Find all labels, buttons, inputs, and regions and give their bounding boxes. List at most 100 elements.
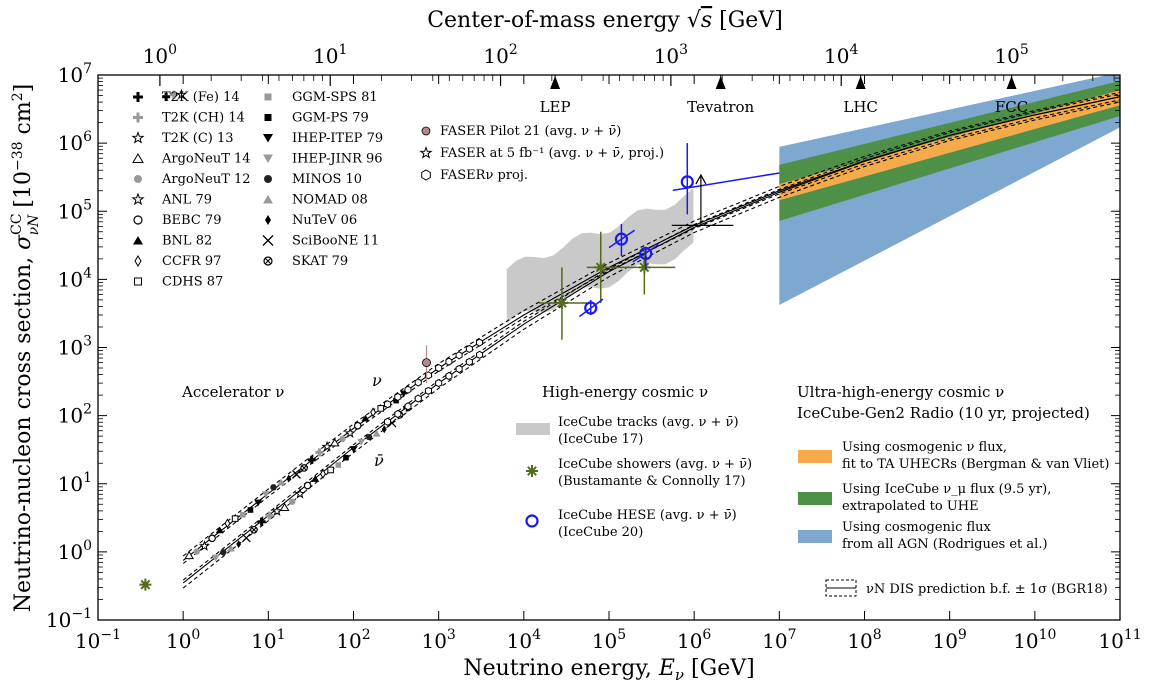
accel-legend-label-5: ANL 79	[161, 193, 212, 208]
marker-shape	[372, 429, 381, 437]
faserv-proj-point	[435, 379, 443, 388]
accelerator-point-nu	[193, 548, 200, 555]
marker-shape	[263, 154, 273, 163]
faser-legend-label-0: FASER Pilot 21 (avg. ν + ν̄)	[440, 124, 621, 139]
accel-legend-label-9: CDHS 87	[162, 275, 223, 290]
y-tick-label-0: 10−1	[46, 606, 92, 632]
accelerator-point-nubar	[303, 481, 312, 490]
ta-uhecr-band	[779, 90, 1120, 201]
x-tick-label-8: 107	[762, 627, 796, 653]
accelerator-point-nu	[329, 438, 340, 447]
marker-shape	[414, 394, 422, 403]
region-label-high-energy: High-energy cosmic ν	[542, 383, 708, 401]
accel-legend-marker-11	[264, 114, 272, 121]
accelerator-point-nubar	[211, 554, 220, 562]
accelerator-point-nubar	[372, 429, 381, 437]
accelerator-point-nu	[286, 474, 292, 483]
marker-shape	[247, 507, 254, 513]
accel-legend-label-13: IHEP-JINR 96	[292, 152, 383, 167]
accelerator-point-nu	[208, 534, 216, 543]
marker-shape	[133, 92, 143, 102]
accelerator-point-nubar	[271, 505, 283, 516]
faserv-proj-point	[455, 351, 463, 360]
marker-shape	[294, 487, 306, 499]
accelerator-point-nu	[224, 518, 231, 529]
accel-legend-label-6: BEBC 79	[162, 213, 221, 228]
uhe-legend-line1-2: Using cosmogenic flux	[842, 520, 992, 535]
accel-legend-label-16: NuTeV 06	[292, 213, 357, 228]
faserv-proj-point	[445, 371, 453, 381]
accel-legend-marker-3	[132, 153, 144, 163]
accel-legend-label-3: ArgoNeuT 14	[161, 152, 251, 167]
marker-shape	[445, 371, 453, 381]
marker-shape	[311, 475, 320, 482]
marker-shape	[139, 578, 152, 591]
uhe-legend-line1-0: Using cosmogenic ν flux,	[842, 440, 1007, 455]
y-tick-label-3: 102	[58, 402, 92, 428]
marker-shape	[169, 90, 178, 99]
marker-shape	[344, 427, 356, 439]
marker-shape	[465, 357, 473, 366]
marker-shape	[321, 440, 333, 452]
he-legend-line2-0: (IceCube 17)	[558, 432, 643, 447]
marker-shape	[357, 438, 366, 446]
faser-legend-marker-2	[421, 169, 431, 181]
icecube-hese-point	[639, 246, 653, 261]
marker-shape	[263, 195, 273, 204]
limit-arrow-head	[695, 173, 707, 185]
faserv-proj-point	[384, 400, 392, 409]
collider-label-tevatron: Tevatron	[687, 98, 754, 116]
marker-shape	[264, 114, 272, 121]
accel-legend-label-1: T2K (CH) 14	[162, 111, 245, 126]
accelerator-point-nu	[261, 491, 270, 499]
x-tick-label-9: 108	[847, 627, 881, 653]
accel-legend-marker-4	[134, 175, 142, 183]
marker-shape	[555, 297, 568, 309]
marker-shape	[307, 455, 316, 464]
faserv-proj-point	[435, 363, 443, 373]
accelerator-point-nubar	[236, 540, 242, 549]
accel-legend-marker-16	[265, 215, 271, 225]
faserv-proj-point	[476, 350, 484, 359]
top-tick-label-0: 100	[143, 42, 177, 68]
faserv-proj-point	[404, 402, 412, 411]
marker-shape	[133, 215, 143, 225]
accelerator-point-nubar	[343, 454, 349, 461]
dis-legend-label: νN DIS prediction b.f. ± 1σ (BGR18)	[866, 582, 1108, 597]
marker-shape	[264, 93, 272, 101]
x-tick-label-11: 1010	[1013, 627, 1056, 653]
marker-shape	[353, 421, 362, 430]
icecube-hese-point	[584, 301, 598, 315]
marker-shape	[263, 134, 273, 143]
marker-shape	[421, 126, 431, 136]
x-tick-label-12: 1011	[1098, 627, 1141, 653]
accel-legend-label-4: ArgoNeuT 12	[161, 172, 251, 187]
x-tick-label-2: 101	[251, 627, 285, 653]
collider-label-lhc: LHC	[843, 98, 878, 116]
accelerator-point-nu	[254, 499, 263, 507]
faserv-proj-point	[394, 409, 402, 419]
marker-shape	[236, 540, 242, 549]
accel-legend-marker-8	[134, 255, 142, 267]
he-legend-swatch-showers	[526, 465, 538, 477]
x-tick-label-3: 102	[336, 627, 370, 653]
uhe-legend-line2-0: fit to TA UHECRs (Bergman & van Vliet)	[842, 457, 1109, 472]
accel-legend-label-11: GGM-PS 79	[292, 111, 369, 126]
marker-shape	[394, 392, 402, 402]
uhe-legend-line2-1: extrapolated to UHE	[842, 499, 979, 514]
x-tick-label-0: 10−1	[75, 627, 121, 653]
marker-shape	[262, 235, 274, 246]
marker-shape	[349, 446, 358, 453]
accel-legend-marker-2	[131, 130, 145, 144]
marker-shape	[286, 474, 292, 483]
marker-shape	[594, 261, 607, 274]
accelerator-point-nu	[377, 405, 385, 412]
faserv-proj-point	[476, 338, 484, 347]
collider-label-fcc: FCC	[995, 98, 1028, 116]
he-legend-swatch-hese	[525, 514, 539, 528]
region-label-accelerator: Accelerator ν	[181, 383, 284, 401]
y-tick-label-8: 107	[58, 61, 92, 87]
faser-legend-marker-0	[421, 126, 431, 136]
faserv-proj-point	[445, 357, 453, 366]
